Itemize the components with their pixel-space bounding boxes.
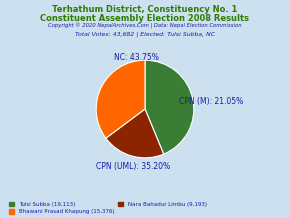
Wedge shape [145, 60, 194, 154]
Wedge shape [106, 109, 164, 158]
Text: Total Votes: 43,682 | Elected: Tulsi Subba, NC: Total Votes: 43,682 | Elected: Tulsi Sub… [75, 32, 215, 37]
Text: Constituent Assembly Election 2008 Results: Constituent Assembly Election 2008 Resul… [41, 14, 249, 23]
Wedge shape [96, 60, 145, 138]
Text: CPN (UML): 35.20%: CPN (UML): 35.20% [96, 162, 170, 171]
Text: Copyright © 2020 NepalArchives.Com | Data: Nepal Election Commission: Copyright © 2020 NepalArchives.Com | Dat… [48, 23, 242, 29]
Text: CPN (M): 21.05%: CPN (M): 21.05% [179, 97, 243, 106]
Text: NC: 43.75%: NC: 43.75% [114, 53, 159, 62]
Text: Terhathum District, Constituency No. 1: Terhathum District, Constituency No. 1 [52, 5, 238, 14]
Legend: Tulsi Subba (19,113), Bhawani Prasad Khapung (15,376), Nara Bahadur Limbu (9,193: Tulsi Subba (19,113), Bhawani Prasad Kha… [9, 202, 206, 214]
